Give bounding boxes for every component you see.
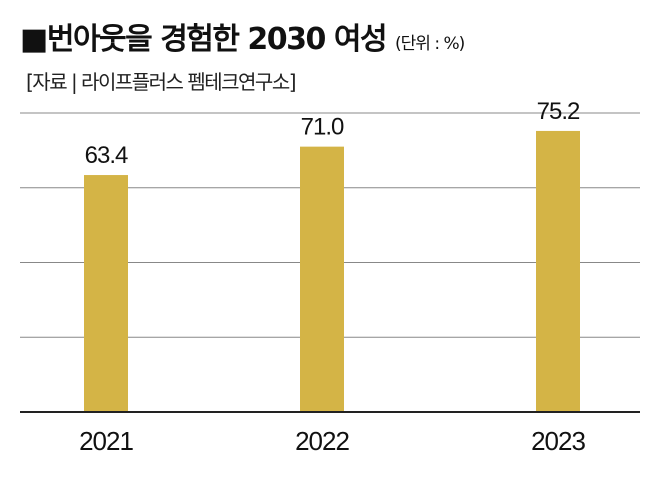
- title-text: ■번아웃을 경험한 2030 여성: [20, 22, 388, 57]
- data-label: 75.2: [537, 98, 580, 125]
- bar-2021: [84, 175, 128, 412]
- chart-title: ■번아웃을 경험한 2030 여성 (단위 : %): [20, 14, 465, 58]
- x-tick-label: 2023: [531, 426, 585, 456]
- x-tick-label: 2022: [295, 426, 349, 456]
- data-label: 63.4: [85, 142, 128, 169]
- x-tick-label: 2021: [79, 426, 133, 456]
- data-label: 71.0: [301, 114, 344, 141]
- unit-label: (단위 : %): [395, 34, 465, 54]
- source-label: [자료 | 라이프플러스 펨테크연구소]: [26, 70, 297, 94]
- bar-2023: [536, 130, 580, 412]
- bar-2022: [300, 146, 344, 412]
